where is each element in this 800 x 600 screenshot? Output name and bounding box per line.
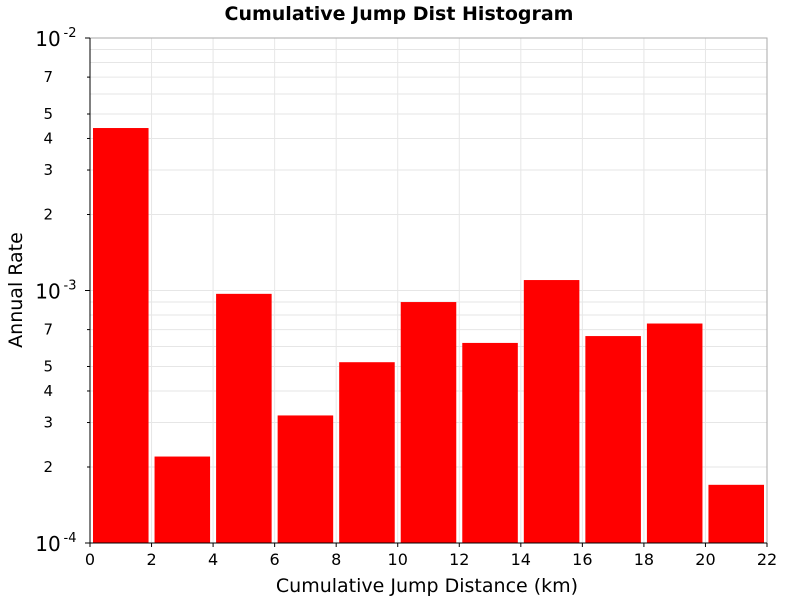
bar-9 [646,323,703,543]
bar-2 [216,293,272,543]
y-minor-tick-label: 2 [43,205,53,223]
y-major-tick-label: 10 [35,27,60,51]
bars [93,128,764,543]
x-tick-label: 22 [757,550,777,569]
x-tick-label: 10 [388,550,408,569]
x-tick-label: 16 [572,550,592,569]
y-minor-tick-label: 2 [43,458,53,476]
x-tick-label: 0 [85,550,95,569]
bar-6 [462,342,518,543]
x-axis-label: Cumulative Jump Distance (km) [276,575,578,597]
y-minor-tick-label: 3 [43,414,53,432]
x-tick-label: 2 [146,550,156,569]
x-tick-label: 6 [270,550,280,569]
y-major-tick-exponent: -2 [64,26,77,41]
y-tick-labels: 7 5 4 3 2 7 5 4 3 2 10 -2 10 -3 10 -4 [35,26,76,556]
x-tick-label: 14 [511,550,531,569]
x-tick-label: 4 [208,550,218,569]
y-axis-label: Annual Rate [5,232,27,348]
x-tick-labels: 0 2 4 6 8 10 12 14 16 18 20 22 [85,550,777,569]
x-tick-label: 8 [331,550,341,569]
x-tick-label: 18 [634,550,654,569]
y-minor-tick-label: 3 [43,161,53,179]
bar-8 [585,336,641,543]
y-minor-tick-label: 4 [43,382,53,400]
y-major-tick-exponent: -4 [64,531,77,546]
bar-4 [339,362,395,543]
y-minor-tick-label: 7 [43,68,53,86]
y-minor-tick-label: 4 [43,129,53,147]
bar-7 [523,280,580,543]
bar-3 [277,415,334,543]
y-minor-tick-label: 7 [43,321,53,339]
bar-5 [400,302,457,543]
y-minor-tick-label: 5 [43,358,53,376]
y-major-tick-label: 10 [35,280,60,304]
y-major-tick-label: 10 [35,532,60,556]
bar-1 [154,456,211,543]
x-tick-label: 20 [695,550,715,569]
bar-10 [708,484,764,543]
bar-0 [93,128,149,543]
x-tick-label: 12 [449,550,469,569]
chart-title: Cumulative Jump Dist Histogram [225,3,574,25]
y-minor-tick-label: 5 [43,105,53,123]
y-major-tick-exponent: -3 [64,279,77,294]
axes [85,37,768,547]
